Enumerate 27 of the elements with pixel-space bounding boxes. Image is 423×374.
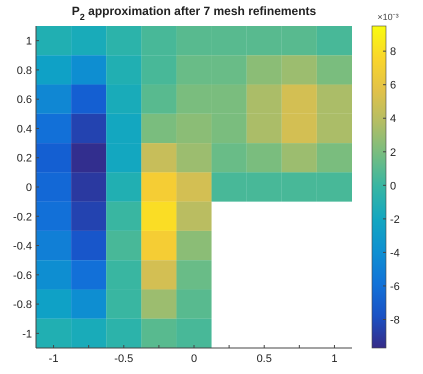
color-bar-label: -2 — [390, 214, 400, 226]
y-tick-label: -0.8 — [13, 299, 32, 312]
y-tick-label: -0.2 — [13, 211, 32, 224]
color-bar-label: 6 — [390, 80, 396, 92]
y-tick-label: 0.6 — [16, 94, 32, 106]
y-tick-label: 0.8 — [16, 64, 32, 77]
x-tick-label: -1 — [48, 353, 58, 365]
y-tick-label: 0 — [26, 182, 32, 194]
y-tick-label: 0.2 — [16, 152, 32, 165]
color-bar-label: 0 — [390, 180, 396, 192]
chart-title: P$_{2}$ approximation after 7 mesh refinements — [72, 4, 317, 22]
color-bar-label: 4 — [390, 113, 396, 126]
y-tick-label: 0.4 — [16, 123, 32, 136]
color-bar-label: -6 — [390, 280, 400, 293]
x-tick-label: 0.5 — [256, 353, 272, 365]
color-bar-label: 2 — [390, 146, 396, 159]
x-tick-label: -0.5 — [114, 353, 134, 365]
color-bar-label: -8 — [390, 314, 400, 326]
y-tick-label: -0.4 — [13, 240, 32, 253]
y-tick-label: 1 — [26, 36, 32, 48]
color-bar-title: ×10⁻³ — [377, 12, 399, 22]
x-tick-label: 0 — [190, 353, 198, 365]
color-bar-label: -4 — [390, 247, 400, 260]
y-tick-label: -1 — [22, 328, 32, 340]
x-tick-label: 1 — [331, 353, 338, 365]
y-tick-label: -0.6 — [13, 270, 32, 282]
color-bar-label: 8 — [390, 46, 396, 58]
